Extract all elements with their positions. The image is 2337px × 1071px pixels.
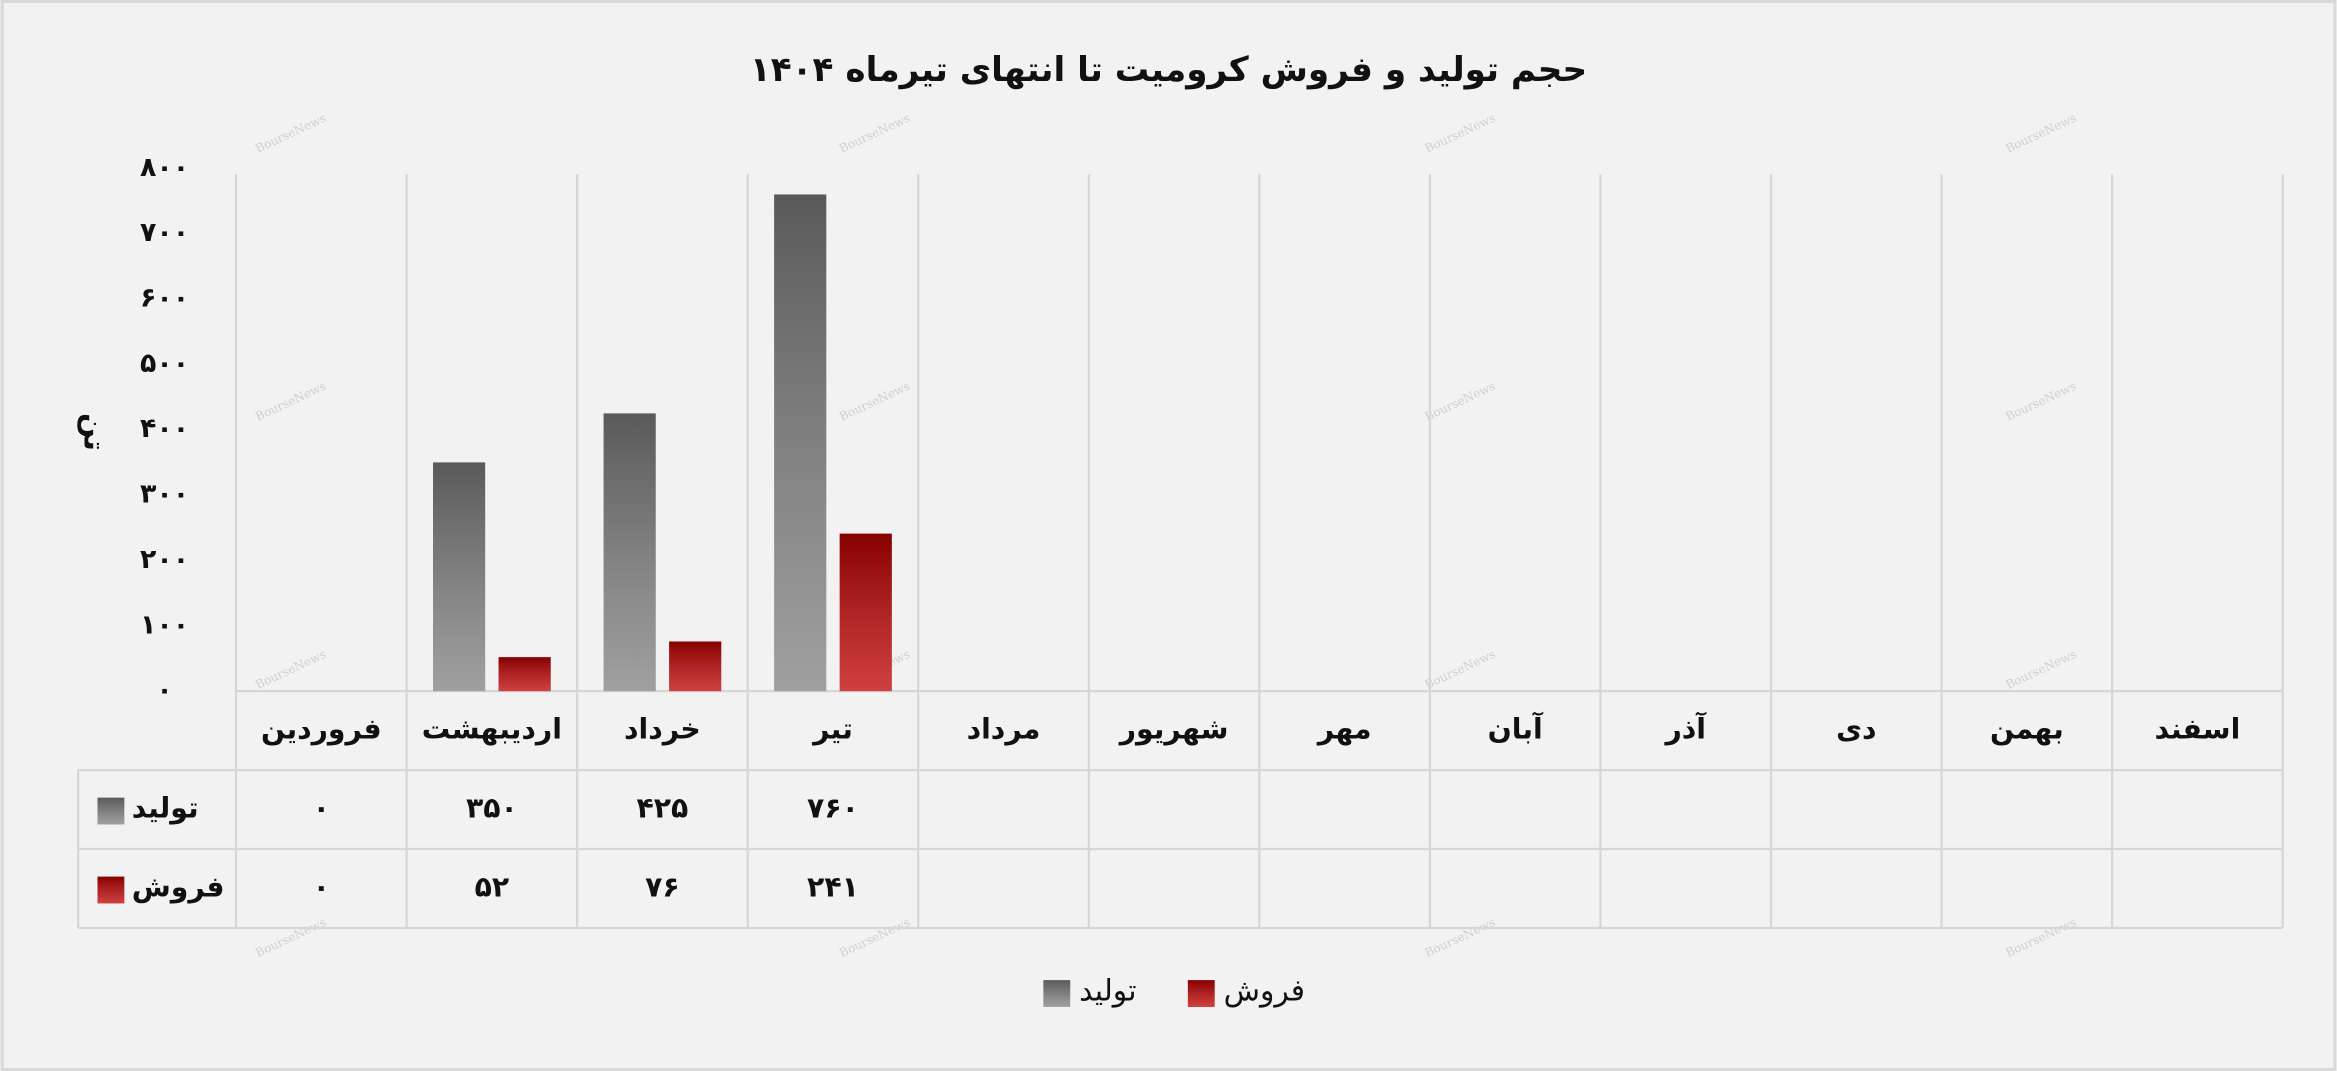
x-tick-label: دی bbox=[1836, 713, 1876, 746]
bar-shade bbox=[669, 641, 722, 692]
x-tick-label: خرداد bbox=[624, 713, 701, 746]
table-value: ۰ bbox=[313, 792, 330, 825]
legend-swatch-shade bbox=[1043, 980, 1071, 1007]
x-tick-label: آبان bbox=[1488, 712, 1544, 746]
legend-swatch-shade bbox=[97, 876, 125, 904]
bar-shade bbox=[498, 657, 551, 692]
y-tick-label: ۴۰۰ bbox=[140, 413, 189, 444]
table-value: ۷۶ bbox=[645, 871, 680, 904]
x-tick-label: اردیبهشت bbox=[422, 713, 562, 746]
y-tick-label: ۲۰۰ bbox=[140, 544, 189, 575]
y-tick-label: ۸۰۰ bbox=[140, 152, 189, 183]
table-value: ۵۲ bbox=[475, 871, 510, 904]
legend-swatch-shade bbox=[97, 797, 125, 825]
y-tick-label: ۰ bbox=[156, 675, 172, 706]
table-row-header: تولید bbox=[132, 792, 199, 825]
table-value: ۷۶۰ bbox=[807, 792, 859, 825]
y-tick-label: ۳۰۰ bbox=[140, 479, 189, 510]
bar-shade bbox=[839, 533, 892, 692]
table-value: ۲۴۱ bbox=[807, 871, 859, 904]
x-tick-label: فروردین bbox=[261, 713, 382, 746]
x-tick-label: شهریور bbox=[1118, 713, 1229, 746]
y-axis-label: تن bbox=[77, 413, 112, 451]
legend-label: فروش bbox=[1224, 974, 1305, 1009]
bar-shade bbox=[603, 413, 656, 692]
chart-title: حجم تولید و فروش کرومیت تا انتهای تیرماه… bbox=[750, 50, 1587, 90]
table-row-header: فروش bbox=[132, 871, 225, 904]
y-tick-label: ۱۰۰ bbox=[140, 609, 189, 640]
table-value: ۴۲۵ bbox=[637, 792, 689, 825]
x-tick-label: بهمن bbox=[1990, 713, 2064, 746]
x-tick-label: تیر bbox=[811, 713, 853, 746]
x-tick-label: اسفند bbox=[2155, 713, 2241, 746]
table-value: ۰ bbox=[313, 871, 330, 904]
x-tick-label: آذر bbox=[1663, 712, 1707, 746]
legend-label: تولید bbox=[1079, 974, 1136, 1009]
bar-shade bbox=[774, 194, 827, 692]
x-tick-label: مرداد bbox=[967, 713, 1041, 746]
table-value: ۳۵۰ bbox=[466, 792, 518, 825]
y-tick-label: ۵۰۰ bbox=[140, 348, 189, 379]
legend-swatch-shade bbox=[1187, 980, 1215, 1007]
y-tick-label: ۷۰۰ bbox=[140, 217, 189, 248]
y-tick-label: ۶۰۰ bbox=[140, 283, 189, 314]
x-tick-label: مهر bbox=[1316, 713, 1372, 746]
bar-shade bbox=[433, 462, 486, 692]
